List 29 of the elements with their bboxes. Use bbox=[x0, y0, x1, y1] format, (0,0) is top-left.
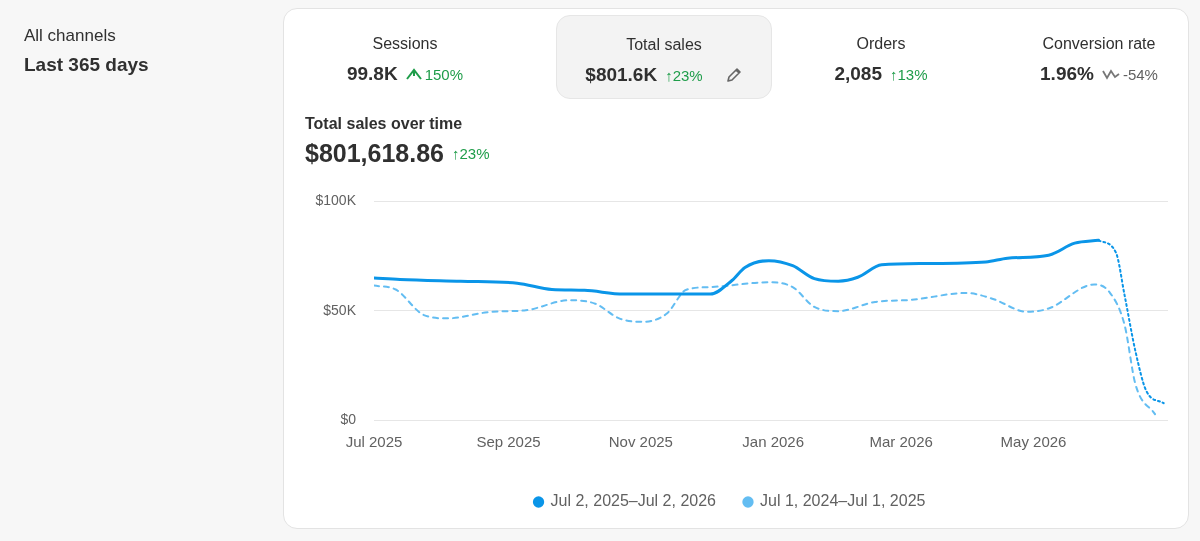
y-tick-label: $100K bbox=[315, 192, 357, 209]
text: All channels bbox=[24, 26, 117, 46]
x-tick-label: Sep 2025 bbox=[476, 433, 541, 451]
text: Conversion rate bbox=[1041, 35, 1157, 53]
text: 99.8K bbox=[346, 63, 398, 85]
x-tick-label: Jul 2025 bbox=[345, 433, 403, 451]
x-tick-label: Nov 2025 bbox=[608, 433, 673, 451]
line-series bbox=[374, 281, 1156, 416]
text: Orders bbox=[855, 35, 907, 53]
x-tick-label: Mar 2026 bbox=[869, 433, 933, 451]
text: ↑13% bbox=[890, 65, 928, 83]
y-tick-label: $0 bbox=[340, 410, 357, 427]
text: Sessions bbox=[371, 35, 439, 53]
text: Total sales bbox=[625, 36, 703, 54]
chart-title: Total sales over time bbox=[305, 115, 463, 133]
text: ↑23% bbox=[665, 66, 703, 84]
text: ↑23% bbox=[452, 145, 490, 162]
text: $801.6K bbox=[585, 64, 658, 86]
legend-label: Jul 1, 2024–Jul 1, 2025 bbox=[760, 492, 926, 510]
y-tick-label: $50K bbox=[323, 301, 357, 318]
x-tick-label: May 2026 bbox=[1000, 433, 1067, 451]
text: Last 365 days bbox=[24, 54, 149, 76]
legend-label: Jul 2, 2025–Jul 2, 2026 bbox=[550, 492, 717, 510]
x-tick-label: Jan 2026 bbox=[742, 433, 805, 451]
text: 150% bbox=[423, 65, 464, 83]
chart-subtitle: $801,618.86 bbox=[305, 139, 445, 167]
text: 2,085 bbox=[834, 63, 882, 85]
text: 1.96% bbox=[1040, 63, 1094, 85]
text: -54% bbox=[1121, 65, 1158, 83]
